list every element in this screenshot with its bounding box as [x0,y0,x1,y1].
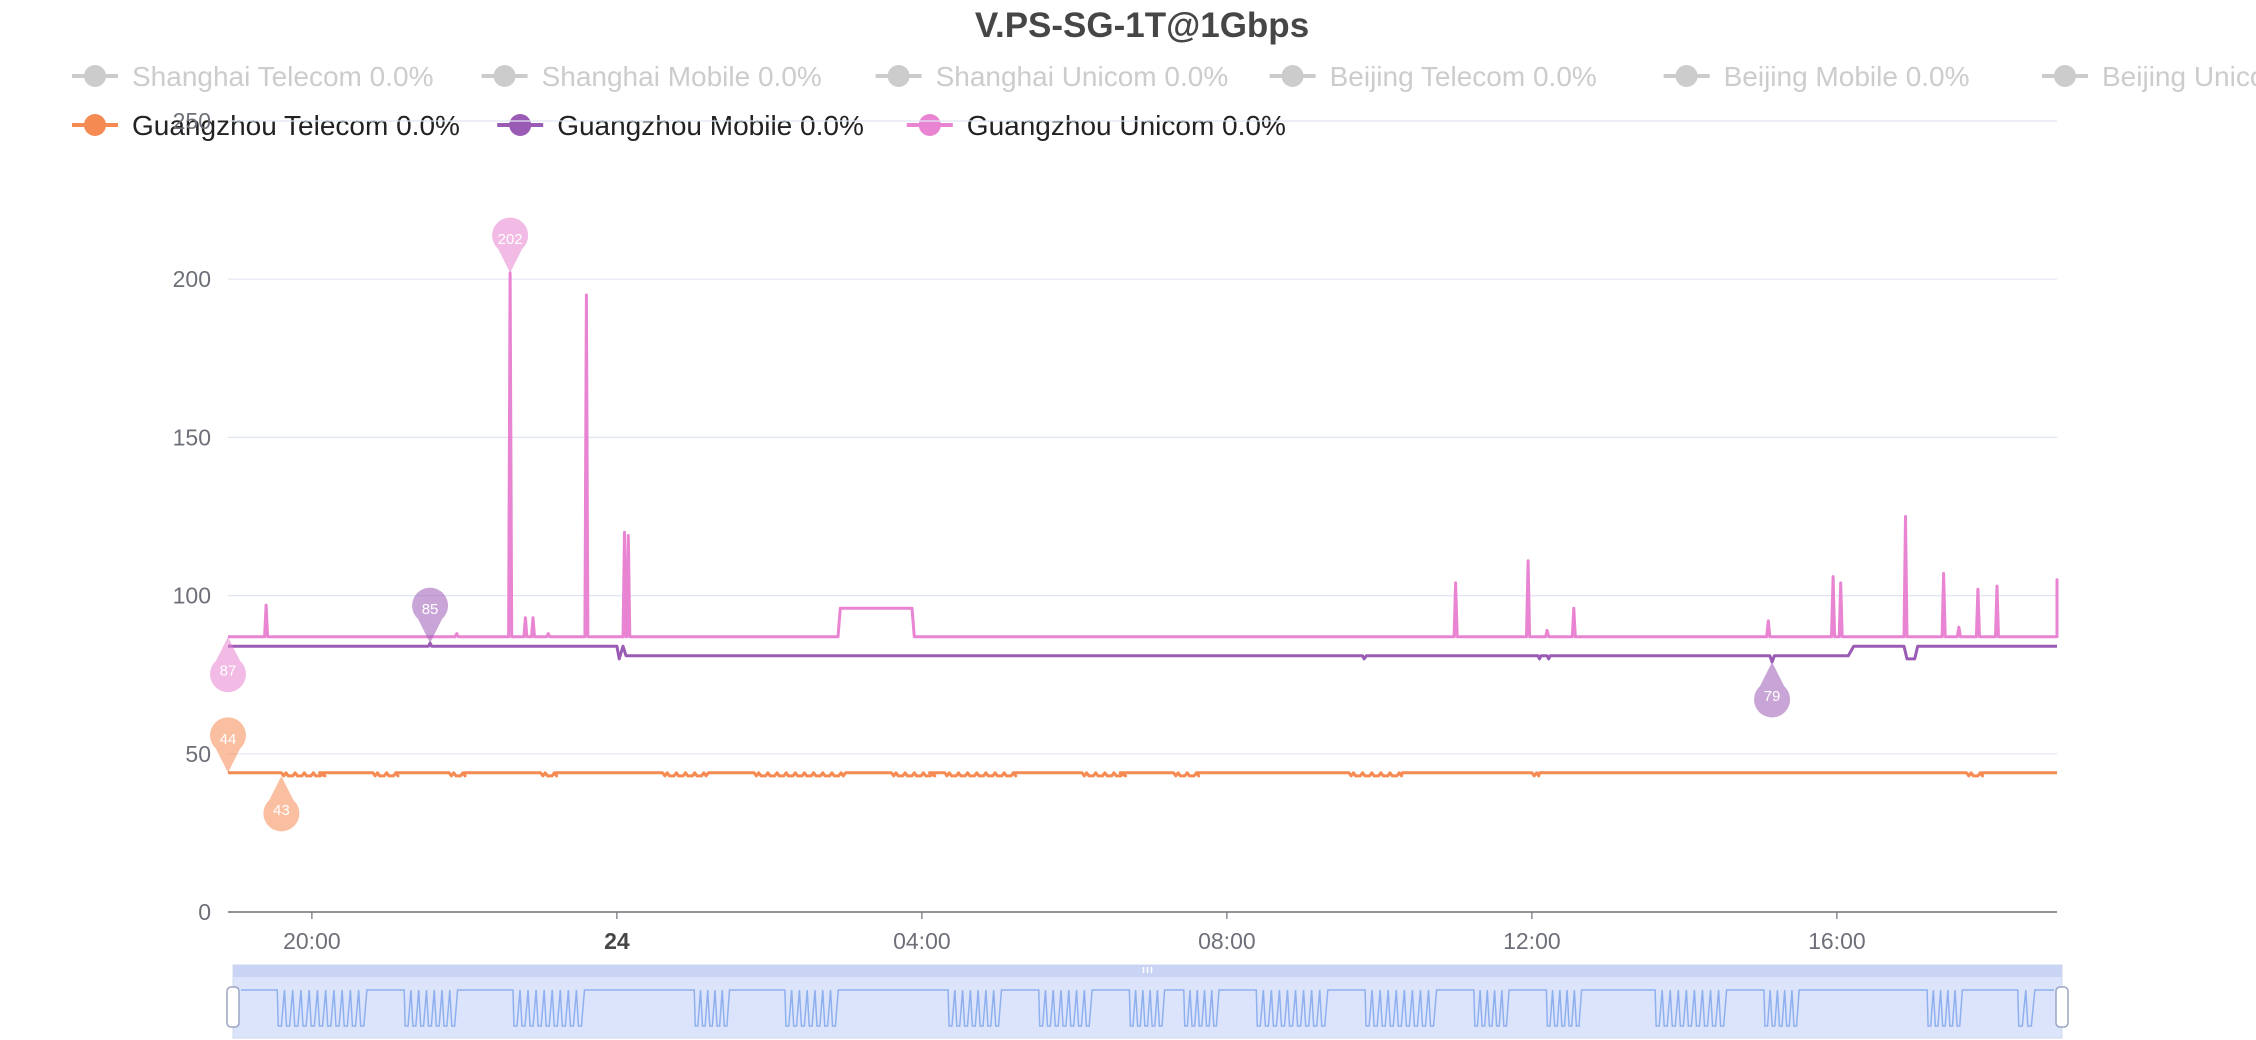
legend-item[interactable]: Guangzhou Unicom 0.0% [906,110,1286,141]
pin-icon [263,775,300,832]
legend-dot-icon [2054,65,2076,87]
legend-label: Beijing Mobile 0.0% [1724,61,1970,92]
legend-value: 0.0% [388,110,460,141]
zoom-preview-line [241,989,2054,1027]
legend-value: 0.0% [750,61,822,92]
legend-value: 0.0% [362,61,434,92]
pin-label: 85 [422,601,439,618]
zoom-handle[interactable] [226,986,240,1028]
legend-label: Guangzhou Telecom 0.0% [132,110,460,141]
mark-point: 202 [492,217,529,273]
pin-icon [492,217,529,273]
y-tick-label: 50 [185,741,211,767]
y-tick-label: 0 [198,899,211,925]
legend-label: Beijing Unicom 0.0% [2102,61,2256,92]
legend-item[interactable]: Shanghai Mobile 0.0% [481,61,822,92]
legend-label: Beijing Telecom 0.0% [1330,61,1597,92]
legend-item[interactable]: Shanghai Telecom 0.0% [72,61,433,92]
chart-title: V.PS-SG-1T@1Gbps [975,6,1309,45]
legend-value: 0.0% [1525,61,1597,92]
legend-name: Beijing Mobile [1724,61,1898,92]
x-tick-label: 04:00 [893,928,951,954]
legend-item[interactable]: Guangzhou Telecom 0.0% [72,110,460,141]
legend-value: 0.0% [1898,61,1970,92]
legend-dot-icon [918,114,941,136]
legend-label: Guangzhou Mobile 0.0% [557,110,864,141]
legend-dot-icon [1281,65,1304,87]
data-zoom[interactable] [226,964,2069,1039]
series-path [228,771,2057,778]
legend-name: Beijing Telecom [1330,61,1526,92]
x-tick-label: 20:00 [283,928,341,954]
x-tick-label: 16:00 [1808,928,1866,954]
pin-label: 79 [1764,688,1781,705]
plot-area [228,271,2059,778]
legend: Shanghai Telecom 0.0% Shanghai Mobile 0.0… [72,61,2256,141]
legend-dot-icon [509,114,532,136]
pin-label: 202 [498,231,523,248]
legend-value: 0.0% [792,110,864,141]
series-line [228,641,2057,664]
x-axis: 20:00 24 04:00 08:00 12:00 16:00 [283,912,1866,954]
legend-item[interactable]: Beijing Unicom 0.0% [2042,61,2256,92]
legend-name: Shanghai Unicom [936,61,1157,92]
mark-point: 44 [210,717,246,773]
mark-point: 85 [412,587,449,644]
legend-name: Shanghai Mobile [542,61,751,92]
legend-item[interactable]: Beijing Mobile 0.0% [1663,61,1970,92]
legend-value: 0.0% [1214,110,1286,141]
y-tick-label: 200 [173,266,211,292]
x-tick-label: 24 [604,928,630,954]
legend-label: Shanghai Telecom 0.0% [132,61,433,92]
pin-label: 43 [273,802,290,819]
series-line [228,271,2059,639]
legend-name: Shanghai Telecom [132,61,362,92]
legend-name: Guangzhou Telecom [132,110,388,141]
legend-dot-icon [1675,65,1698,87]
series-path [228,641,2057,664]
legend-item[interactable]: Guangzhou Mobile 0.0% [497,110,864,141]
legend-name: Beijing Unicom [2102,61,2256,92]
legend-label: Guangzhou Unicom 0.0% [967,110,1286,141]
y-tick-label: 100 [173,583,211,609]
pin-icon [412,587,449,644]
markers: 44 43 85 79 202 87 [210,217,1791,832]
legend-dot-icon [493,65,516,87]
pin-label: 44 [220,731,237,748]
x-tick-label: 12:00 [1503,928,1561,954]
mark-point: 79 [1754,662,1791,718]
legend-dot-icon [84,114,106,136]
mark-point: 43 [263,775,300,832]
series-line [228,771,2057,778]
legend-dot-icon [887,65,910,87]
grid [228,120,2057,913]
legend-dot-icon [84,65,106,87]
legend-name: Guangzhou Unicom [967,110,1214,141]
pin-label: 87 [220,663,237,680]
zoom-handle[interactable] [2055,986,2069,1028]
series-path [228,271,2059,639]
y-tick-label: 150 [173,424,211,450]
x-tick-label: 08:00 [1198,928,1256,954]
y-tick-label: 250 [173,108,211,134]
legend-label: Shanghai Unicom 0.0% [936,61,1229,92]
pin-icon [210,717,246,773]
pin-icon [210,636,246,693]
legend-value: 0.0% [1157,61,1229,92]
y-axis: 0 50 100 150 200 250 [173,108,211,925]
legend-label: Shanghai Mobile 0.0% [542,61,822,92]
legend-item[interactable]: Beijing Telecom 0.0% [1269,61,1597,92]
mark-point: 87 [210,636,246,693]
pin-icon [1754,662,1791,718]
legend-item[interactable]: Shanghai Unicom 0.0% [875,61,1229,92]
legend-name: Guangzhou Mobile [557,110,792,141]
